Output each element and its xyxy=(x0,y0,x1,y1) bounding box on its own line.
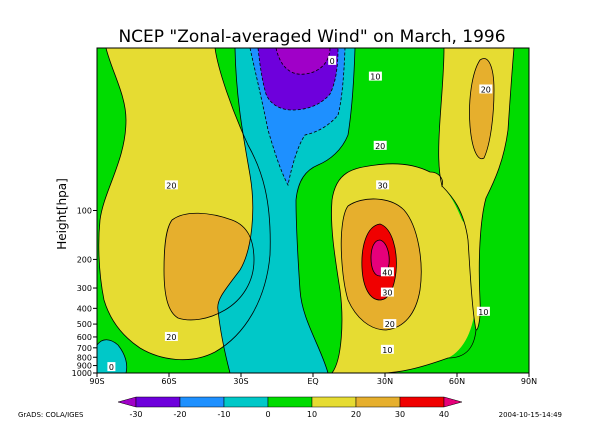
chart-title: NCEP "Zonal-averaged Wind" on March, 199… xyxy=(118,27,505,47)
contour-line xyxy=(370,239,390,277)
contour-label-bg xyxy=(380,287,394,297)
colorbar-label: 20 xyxy=(351,410,361,419)
plot-area: -20 -10 0 10 20 30 40 30 20 10 10 20 20 20 0 xyxy=(97,0,529,373)
y-tick-label: 400 xyxy=(77,304,92,313)
contour-lines xyxy=(97,48,515,373)
contour-label-bg xyxy=(164,180,178,190)
contour-label-bg xyxy=(376,180,390,190)
y-tick-label: 600 xyxy=(77,333,92,342)
contour-label: -10 xyxy=(321,8,334,17)
contour-label: 40 xyxy=(382,268,392,277)
contour-line xyxy=(379,185,477,373)
y-axis-label: Height[hpa] xyxy=(55,178,69,250)
contour-label: 20 xyxy=(481,85,491,94)
contour-label-bg xyxy=(292,0,310,3)
contour-label-bg xyxy=(368,71,382,81)
x-tick-label: 60N xyxy=(449,377,465,386)
region-lt-m30 xyxy=(276,48,330,75)
colorbar-swatch xyxy=(399,396,445,408)
region-20-30-np xyxy=(469,58,494,159)
contour-label-bg xyxy=(164,331,178,341)
x-tick-label: EQ xyxy=(307,377,318,386)
colorbar-label: 10 xyxy=(307,410,317,419)
contour-label-bg xyxy=(318,7,336,16)
contour-label: 20 xyxy=(385,320,395,329)
contour-line xyxy=(331,48,445,373)
colorbar-label: -10 xyxy=(217,410,230,419)
contour-line xyxy=(249,48,346,187)
colorbar-swatch xyxy=(311,396,357,408)
colorbar: -30 -20 -10 0 10 20 30 40 xyxy=(117,396,463,419)
colorbar-swatch xyxy=(135,396,181,408)
colorbar-label: 30 xyxy=(395,410,405,419)
region-0-to-m10-sw xyxy=(97,339,127,373)
contour-labels: -20 -10 0 10 20 30 40 30 20 10 10 20 20 20 0 xyxy=(107,0,493,372)
contour-label: 10 xyxy=(478,308,488,317)
contour-line xyxy=(361,223,397,301)
x-tick-label: 60S xyxy=(161,377,176,386)
colorbar-label: -20 xyxy=(173,410,186,419)
contour-label-bg xyxy=(107,362,116,372)
y-tick-label: 900 xyxy=(77,362,92,371)
contour-line xyxy=(275,48,331,75)
contour-label: 20 xyxy=(375,142,385,151)
footer-right: 2004-10-15-14:49 xyxy=(499,411,562,419)
colorbar-swatch xyxy=(117,396,137,408)
contour-label: 30 xyxy=(378,181,388,190)
x-tick-label: 90S xyxy=(89,377,104,386)
x-axis: 90S 60S 30S EQ 30N 60N 90N xyxy=(89,373,537,386)
colorbar-label: -30 xyxy=(129,410,142,419)
colorbar-swatch xyxy=(443,396,463,408)
contour-label: 0 xyxy=(109,363,114,372)
contour-line xyxy=(217,48,254,373)
region-10-20-np xyxy=(438,48,514,330)
contour-line xyxy=(97,339,128,373)
contour-label: 20 xyxy=(166,333,176,342)
contour-label: 10 xyxy=(370,73,380,82)
y-tick-label: 800 xyxy=(77,353,92,362)
contour-label: 20 xyxy=(166,181,176,190)
x-tick-label: 30S xyxy=(233,377,248,386)
y-tick-label: 200 xyxy=(77,255,92,264)
contour-label: 10 xyxy=(382,346,392,355)
contour-label-bg xyxy=(383,319,397,329)
contour-label: 0 xyxy=(330,57,335,66)
contour-label-bg xyxy=(476,306,490,316)
contour-label: 30 xyxy=(382,289,392,298)
contour-label-bg xyxy=(328,55,337,65)
y-tick-label: 1000 xyxy=(72,369,92,378)
y-tick-label: 500 xyxy=(77,320,92,329)
y-tick-label: 700 xyxy=(77,344,92,353)
colorbar-swatch xyxy=(179,396,225,408)
contour-label-bg xyxy=(479,84,493,94)
contour-label-bg xyxy=(380,344,394,354)
contour-label-bg xyxy=(373,140,387,150)
contour-line xyxy=(98,48,271,361)
y-tick-label: 300 xyxy=(77,284,92,293)
x-tick-label: 30N xyxy=(377,377,393,386)
region-gt-40 xyxy=(371,240,390,276)
contour-line xyxy=(469,58,495,160)
colorbar-swatch xyxy=(355,396,401,408)
contour-line xyxy=(163,212,255,321)
contour-label-bg xyxy=(380,267,394,277)
colorbar-label: 0 xyxy=(265,410,270,419)
contour-label: -20 xyxy=(294,0,307,4)
y-tick-label: 100 xyxy=(77,207,92,216)
contour-line xyxy=(295,48,356,373)
contour-line xyxy=(340,198,422,331)
footer-left: GrADS: COLA/IGES xyxy=(18,411,84,419)
x-tick-label: 90N xyxy=(521,377,537,386)
colorbar-label: 40 xyxy=(439,410,449,419)
colorbar-swatch xyxy=(267,396,313,408)
colorbar-swatch xyxy=(223,396,269,408)
